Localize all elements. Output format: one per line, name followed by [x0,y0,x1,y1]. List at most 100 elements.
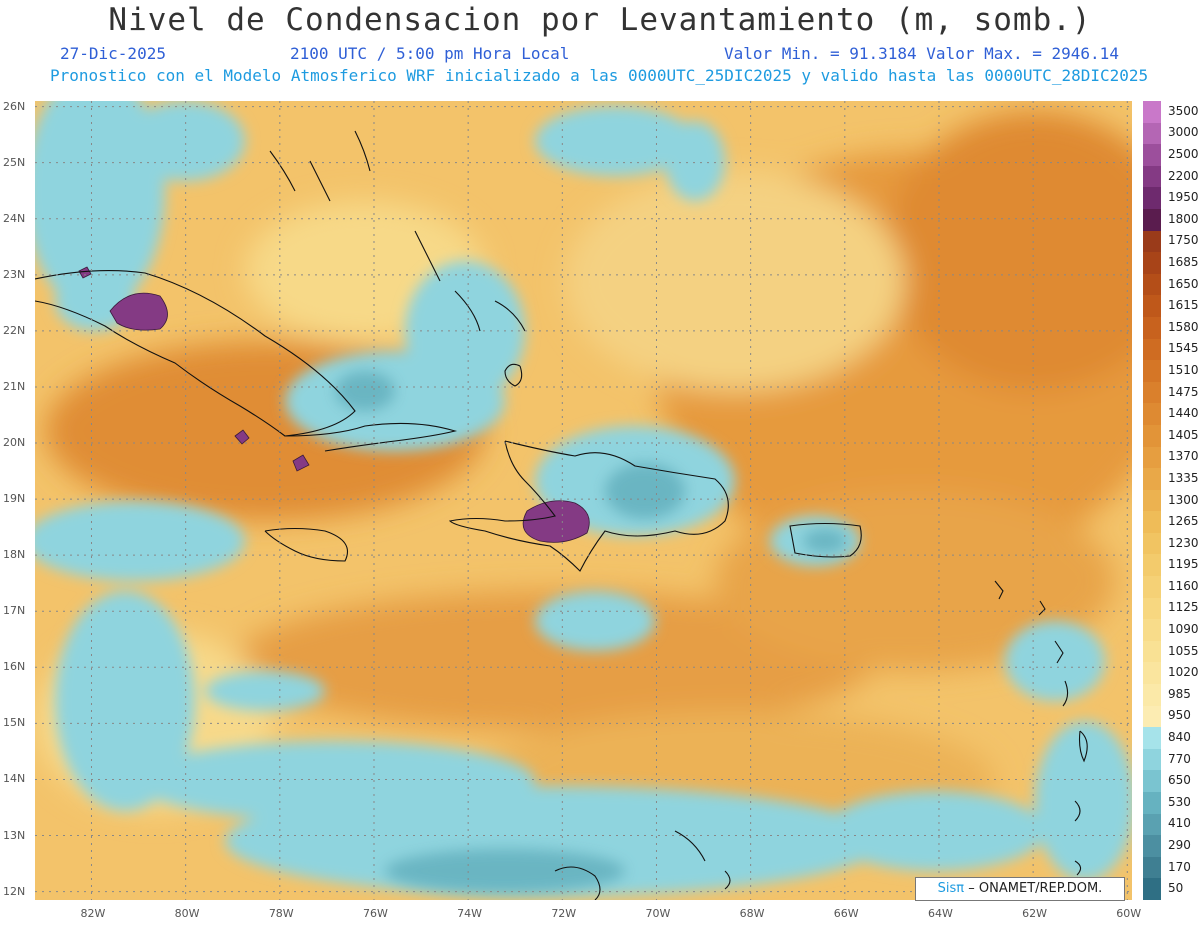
colorbar-label: 1475 [1168,384,1199,399]
colorbar-swatch [1143,770,1161,793]
lat-label: 13N [3,828,26,842]
colorbar-label: 1950 [1168,190,1199,205]
colorbar-label: 530 [1168,794,1191,809]
lat-label: 24N [3,211,26,225]
lon-label: 70W [645,907,671,920]
colorbar-label: 1055 [1168,643,1199,658]
colorbar-swatch [1143,813,1161,836]
colorbar-label: 1020 [1168,665,1199,680]
lat-label: 23N [3,267,26,281]
colorbar-label: 650 [1168,773,1191,788]
colorbar-swatch [1143,619,1161,642]
colorbar-swatch [1143,878,1161,901]
model-info: Pronostico con el Modelo Atmosferico WRF… [50,66,1149,85]
colorbar-swatch [1143,576,1161,599]
colorbar-label: 170 [1168,859,1191,874]
colorbar-swatch [1143,792,1161,815]
colorbar-label: 50 [1168,881,1184,896]
credit-box: Sisπ – ONAMET/REP.DOM. [915,877,1125,901]
lon-label: 66W [833,907,859,920]
colorbar-swatch [1143,446,1161,469]
lat-label: 22N [3,323,26,337]
colorbar-swatch [1143,273,1161,296]
colorbar-label: 1615 [1168,298,1199,313]
colorbar-swatch [1143,640,1161,663]
colorbar-swatch [1143,597,1161,620]
colorbar-swatch [1143,208,1161,232]
lon-label: 78W [268,907,294,920]
map-title: Nivel de Condensacion por Levantamiento … [108,2,1092,38]
lon-label: 76W [362,907,388,920]
colorbar-label: 1300 [1168,492,1199,507]
colorbar-swatch [1143,165,1161,188]
colorbar-swatch [1143,295,1161,318]
lat-label: 15N [3,716,26,730]
colorbar-label: 1685 [1168,254,1199,269]
coastlines [35,130,1088,900]
lat-label: 18N [3,548,26,562]
colorbar-swatch [1143,684,1161,707]
colorbar-swatch [1143,252,1161,275]
colorbar-swatch [1143,187,1161,210]
colorbar-swatch [1143,381,1161,404]
colorbar-swatch [1143,489,1161,512]
colorbar-swatch [1143,748,1161,771]
lat-label: 25N [3,155,26,169]
lon-label: 62W [1022,907,1047,920]
lon-label: 60W [1116,907,1142,920]
colorbar-swatch [1143,338,1161,361]
colorbar-label: 1800 [1168,211,1199,226]
colorbar-label: 410 [1168,816,1191,831]
credit-text: – ONAMET/REP.DOM. [968,881,1103,896]
lon-label: 72W [551,907,577,920]
colorbar-label: 2500 [1168,146,1199,161]
lat-label: 12N [3,884,26,898]
colorbar-swatch [1143,403,1161,426]
colorbar-swatch [1143,101,1161,124]
colorbar-label: 950 [1168,708,1191,723]
colorbar-swatch [1143,144,1161,167]
colorbar-label: 1650 [1168,276,1199,291]
colorbar-swatch [1143,122,1161,145]
lon-label: 68W [739,907,765,920]
colorbar-label: 2200 [1168,168,1199,183]
colorbar-label: 290 [1168,838,1191,852]
colorbar-label: 1090 [1168,622,1199,637]
forecast-date: 27-Dic-2025 [60,44,166,63]
colorbar-label: 1510 [1168,362,1199,377]
colorbar-swatch [1143,511,1161,534]
colorbar-swatch [1143,468,1161,491]
colorbar-label: 3000 [1168,125,1199,140]
colorbar-label: 1440 [1168,406,1199,421]
colorbar-label: 1265 [1168,514,1199,529]
colorbar-label: 1405 [1168,427,1199,442]
colorbar-swatch [1143,316,1161,340]
colorbar-swatch [1143,554,1161,577]
lcl-map [35,101,1132,900]
lon-label: 82W [80,907,106,920]
colorbar-swatch [1143,705,1161,728]
colorbar-label: 1750 [1168,233,1199,248]
colorbar-swatch [1143,727,1161,750]
lat-label: 17N [3,604,26,618]
colorbar-swatch [1143,662,1161,685]
colorbar-label: 1230 [1168,535,1199,550]
lat-label: 26N [3,99,26,113]
lat-label: 19N [3,492,26,506]
colorbar-swatch [1143,424,1161,447]
colorbar-label: 3500 [1168,103,1199,118]
colorbar-swatch [1143,532,1161,555]
colorbar-label: 1335 [1168,470,1199,485]
colorbar-label: 1125 [1168,600,1199,615]
lon-label: 80W [174,907,200,920]
colorbar-label: 1160 [1168,578,1199,593]
colorbar-swatch [1143,856,1161,879]
lat-label: 21N [3,379,26,393]
lat-label: 16N [3,660,26,674]
lon-label: 74W [457,907,483,920]
colorbar-label: 985 [1168,686,1191,701]
colorbar-label: 840 [1168,730,1191,745]
colorbar-label: 770 [1168,751,1191,766]
colorbar-label: 1545 [1168,341,1199,356]
colorbar-swatch [1143,230,1161,253]
